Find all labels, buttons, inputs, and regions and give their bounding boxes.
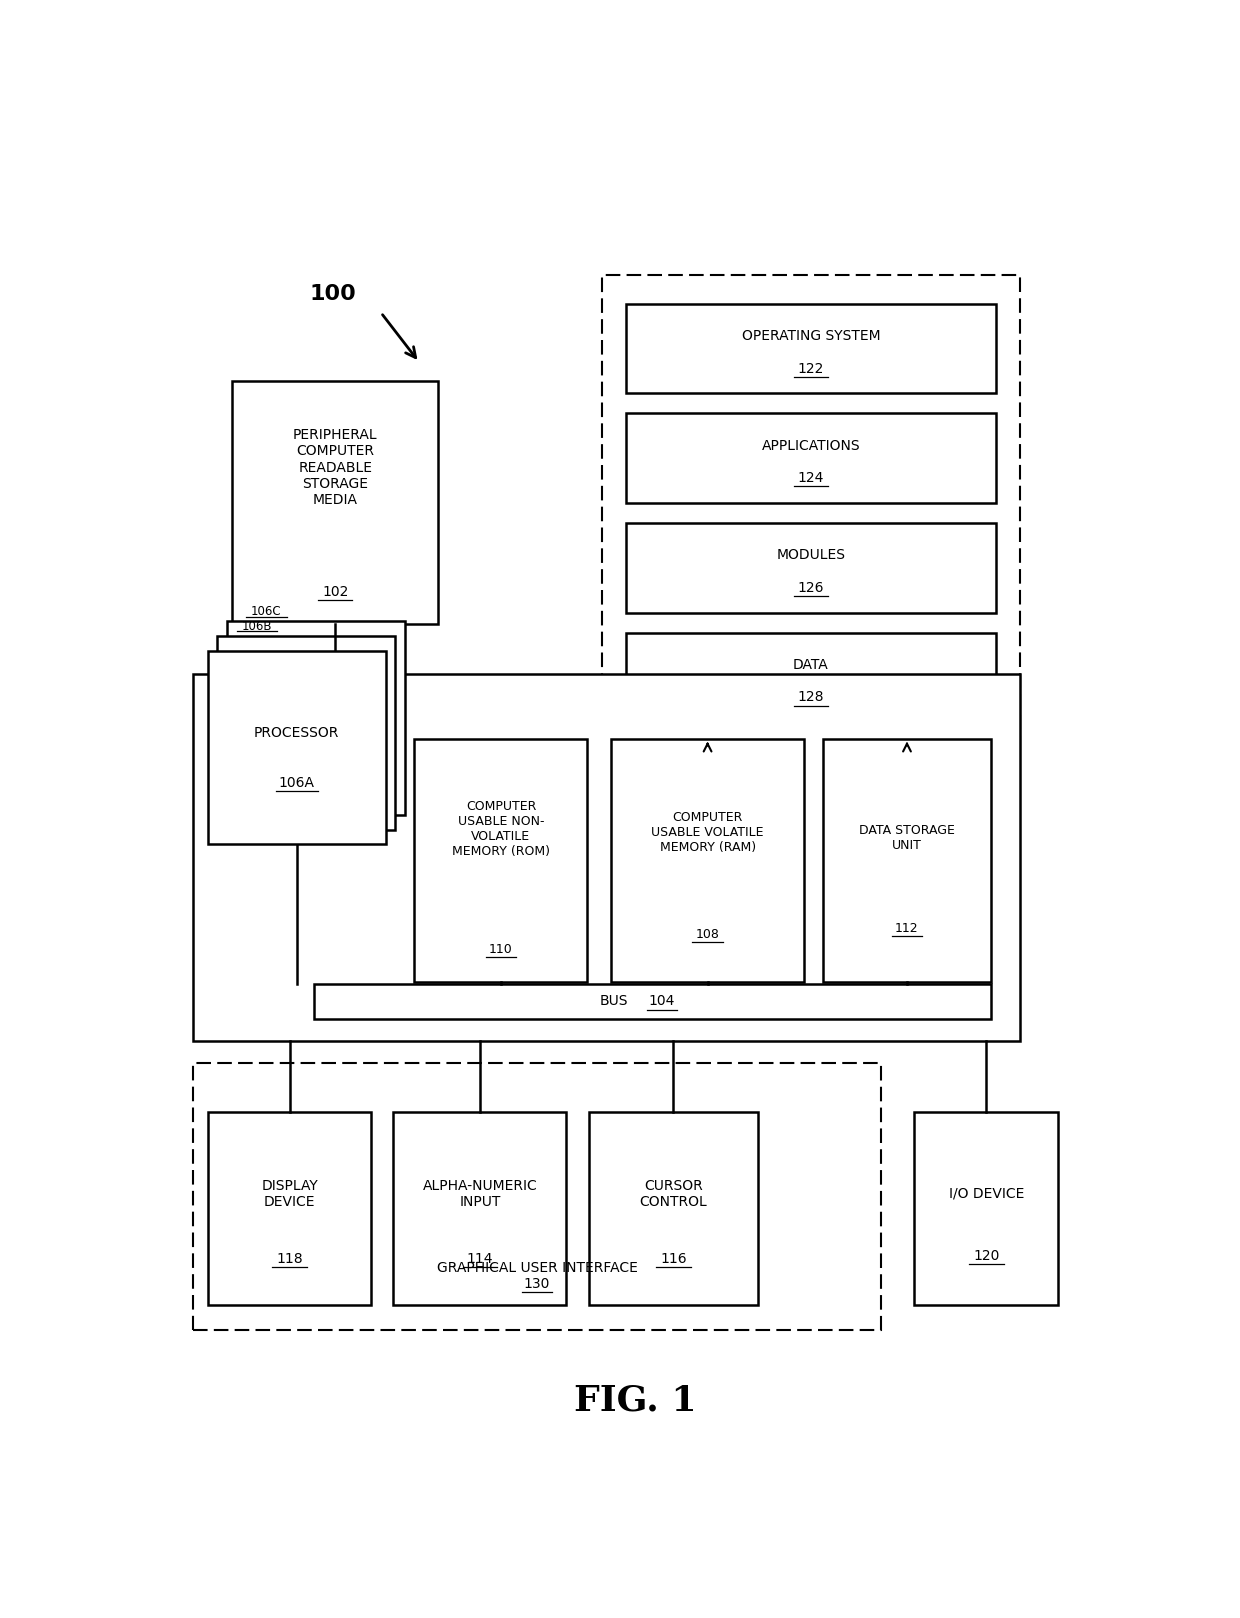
Bar <box>626 633 996 722</box>
Text: FIG. 1: FIG. 1 <box>574 1383 697 1417</box>
Text: 106C: 106C <box>250 605 281 618</box>
Text: 108: 108 <box>696 929 719 942</box>
Text: 116: 116 <box>660 1252 687 1265</box>
Text: 110: 110 <box>489 943 513 956</box>
Text: 112: 112 <box>895 922 919 935</box>
Text: 120: 120 <box>973 1249 999 1264</box>
Text: DATA STORAGE
UNIT: DATA STORAGE UNIT <box>859 824 955 851</box>
Text: COMPUTER
USABLE NON-
VOLATILE
MEMORY (ROM): COMPUTER USABLE NON- VOLATILE MEMORY (RO… <box>451 799 551 858</box>
Text: OPERATING SYSTEM: OPERATING SYSTEM <box>742 328 880 343</box>
Text: DISPLAY
DEVICE: DISPLAY DEVICE <box>262 1180 317 1209</box>
Bar <box>232 382 439 625</box>
Text: APPLICATIONS: APPLICATIONS <box>761 438 861 453</box>
Bar <box>611 738 804 982</box>
Bar <box>193 673 1021 1042</box>
Bar <box>601 275 1021 749</box>
Text: 128: 128 <box>797 691 825 704</box>
Text: 124: 124 <box>797 471 825 485</box>
Text: BUS: BUS <box>600 995 629 1008</box>
Bar <box>227 621 404 814</box>
Text: PERIPHERAL
COMPUTER
READABLE
STORAGE
MEDIA: PERIPHERAL COMPUTER READABLE STORAGE MED… <box>293 429 377 506</box>
Bar <box>193 1063 880 1330</box>
Bar <box>626 414 996 503</box>
Text: 100: 100 <box>310 283 356 304</box>
Text: 126: 126 <box>797 581 825 595</box>
Text: MODULES: MODULES <box>776 549 846 563</box>
Text: 114: 114 <box>466 1252 494 1265</box>
Bar <box>626 304 996 393</box>
Text: 104: 104 <box>649 995 675 1008</box>
Text: 118: 118 <box>277 1252 303 1265</box>
Bar <box>393 1112 567 1306</box>
Bar <box>217 636 396 830</box>
Bar <box>589 1112 758 1306</box>
Bar <box>208 1112 371 1306</box>
Text: DATA: DATA <box>794 659 828 671</box>
Text: 102: 102 <box>322 586 348 599</box>
Bar <box>626 523 996 613</box>
Text: ALPHA-NUMERIC
INPUT: ALPHA-NUMERIC INPUT <box>423 1180 537 1209</box>
Text: CURSOR
CONTROL: CURSOR CONTROL <box>640 1180 707 1209</box>
Text: 122: 122 <box>797 361 825 375</box>
Text: I/O DEVICE: I/O DEVICE <box>949 1188 1024 1201</box>
Text: 106B: 106B <box>242 620 272 633</box>
Bar <box>208 652 386 845</box>
Bar <box>914 1112 1059 1306</box>
Text: GRAPHICAL USER INTERFACE: GRAPHICAL USER INTERFACE <box>436 1260 637 1275</box>
Text: 130: 130 <box>523 1277 551 1291</box>
Bar <box>414 738 588 982</box>
Bar <box>823 738 991 982</box>
Text: COMPUTER
USABLE VOLATILE
MEMORY (RAM): COMPUTER USABLE VOLATILE MEMORY (RAM) <box>651 811 764 854</box>
Bar <box>314 984 991 1019</box>
Text: PROCESSOR: PROCESSOR <box>254 726 340 739</box>
Text: 106A: 106A <box>279 775 315 790</box>
